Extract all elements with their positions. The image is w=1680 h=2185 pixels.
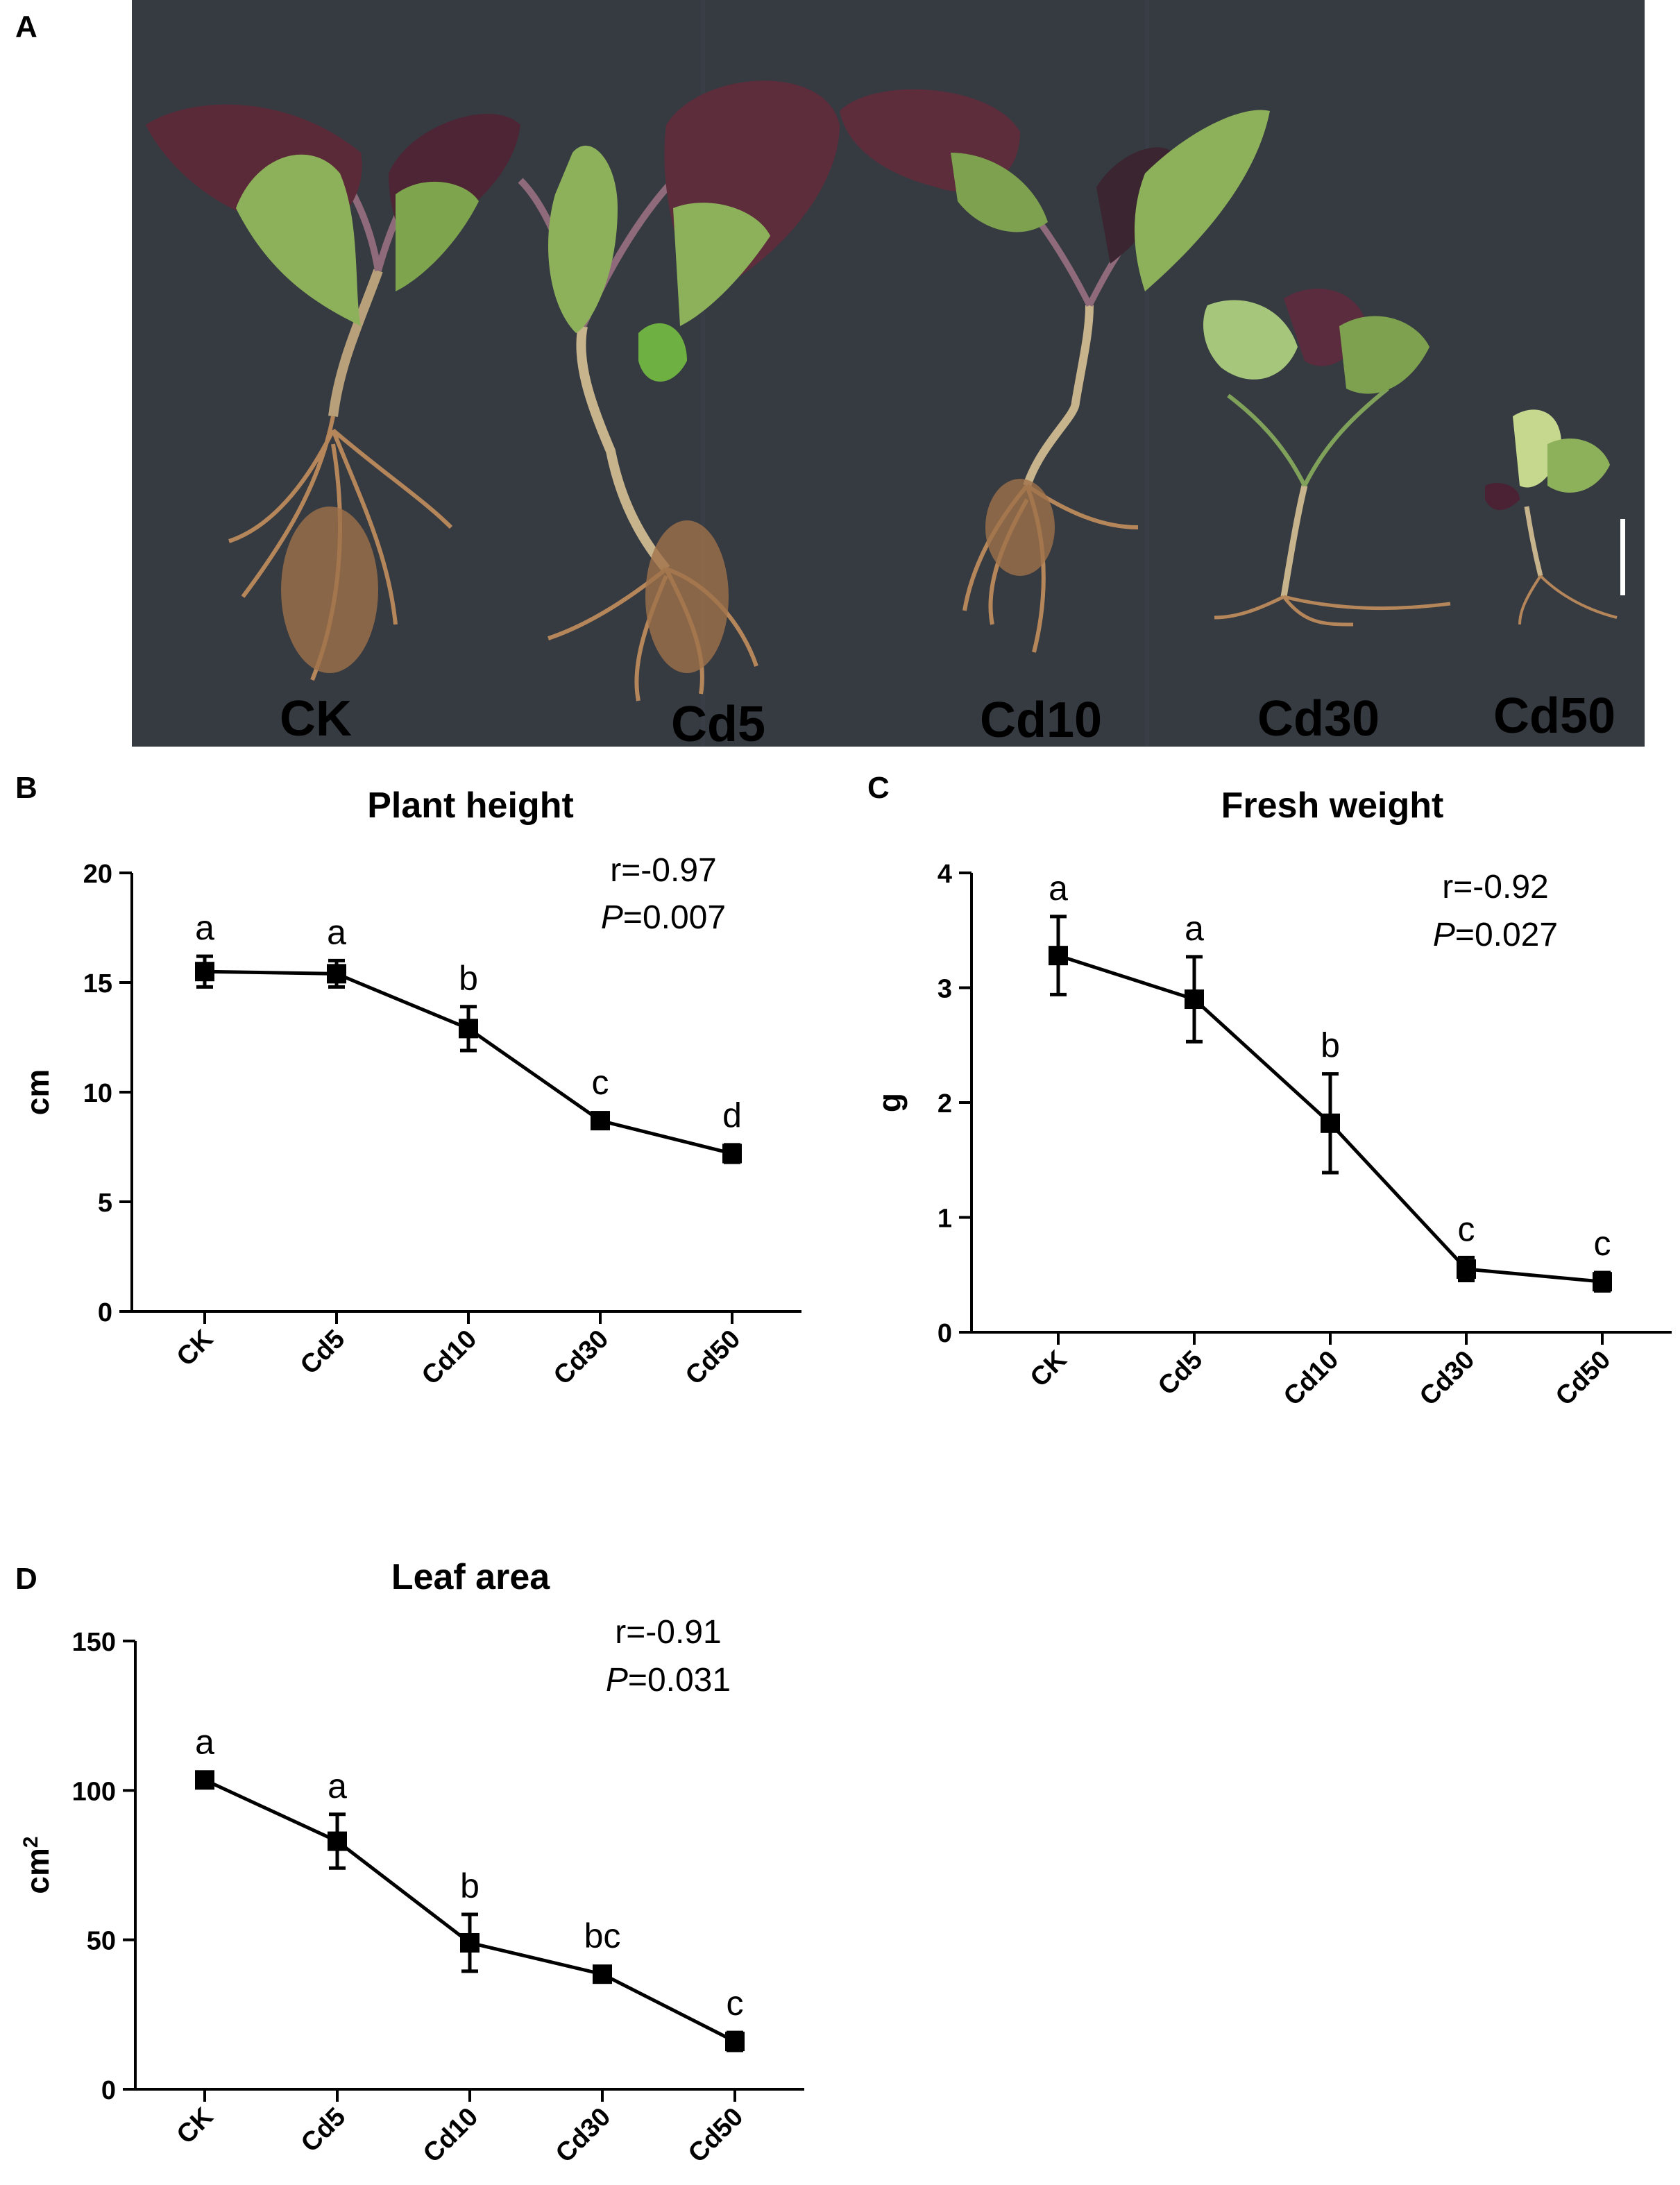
chart-b-data-point [591,1111,610,1131]
chart-b-p-value: P=0.007 [601,899,726,936]
chart-b-significance-letter: a [195,908,214,947]
chart-d-significance-letter: bc [584,1916,621,1955]
chart-b-significance-letter: b [459,959,478,998]
plant-label-cd10: Cd10 [980,692,1102,747]
chart-d-series-line [203,1778,736,2043]
chart-c-y-axis-label: g [872,1093,908,1112]
chart-b-significance-letter: c [592,1063,609,1102]
chart-b-y-tick-label: 20 [83,860,112,889]
plant-photo: CK Cd5 Cd10 Cd30 Cd50 [132,0,1645,747]
chart-c-data-point [1049,946,1068,966]
scale-bar [1620,519,1625,595]
chart-d-data-point [725,2032,745,2052]
chart-d-significance-letter: a [195,1722,214,1761]
plant-label-cd50: Cd50 [1493,688,1615,744]
chart-c-data-point [1457,1259,1476,1279]
chart-c-significance-letter: c [1458,1209,1475,1248]
chart-d-x-tick-label: CK [171,2102,219,2150]
chart-b-significance-letter: d [722,1096,742,1134]
chart-c-series-line [1058,953,1603,1284]
chart-d-x-tick-label: Cd10 [418,2102,484,2168]
chart-d-x-tick-label: Cd30 [550,2102,616,2168]
chart-d-p-value: P=0.031 [606,1662,731,1699]
chart-c-r-value: r=-0.92 [1442,869,1548,906]
chart-b-x-tick-label: Cd50 [680,1325,746,1391]
chart-b-data-point [195,962,214,982]
plant-label-cd5: Cd5 [671,697,765,747]
chart-c-title: Fresh weight [1221,785,1444,826]
chart-b-title: Plant height [367,785,574,826]
chart-b-y-tick-label: 0 [98,1298,112,1327]
chart-d-significance-letter: c [727,1984,744,2023]
chart-d-y-axis-label: cm2 [19,1836,56,1894]
chart-b-y-tick-label: 10 [83,1079,112,1108]
chart-d-x-tick-label: Cd50 [683,2102,749,2168]
chart-c-x-tick-label: Cd5 [1153,1345,1208,1401]
chart-c-significance-letter: a [1185,909,1204,948]
chart-c-x-tick-label: CK [1025,1345,1073,1393]
chart-b-y-axis-label: cm [19,1069,56,1115]
chart-c-y-tick-label: 3 [937,975,952,1004]
chart-c-y-tick-label: 0 [937,1319,952,1348]
chart-b-significance-letter: a [327,912,346,951]
chart-b-y-tick-label: 5 [98,1189,112,1218]
chart-d-data-point [195,1770,214,1790]
chart-d-y-tick-label: 150 [72,1628,116,1657]
chart-c-significance-letter: a [1049,869,1068,908]
chart-d-significance-letter: b [460,1867,480,1905]
chart-d-data-point [328,1831,347,1851]
chart-c-y-tick-label: 4 [937,860,952,889]
plant-ck [146,104,520,681]
chart-c-significance-letter: c [1594,1224,1611,1263]
chart-b-y-tick-label: 15 [83,969,112,998]
chart-c-panel-letter: C [867,771,890,805]
chart-d-r-value: r=-0.91 [615,1614,721,1651]
chart-b-data-point [459,1019,478,1039]
chart-c-x-tick-label: Cd50 [1550,1345,1616,1411]
chart-b-r-value: r=-0.97 [610,852,716,889]
plant-label-ck: CK [280,691,352,747]
plant-cd30 [1203,288,1451,627]
chart-c-data-point [1321,1113,1340,1133]
chart-b-x-tick-label: Cd10 [416,1325,482,1391]
plant-cd5 [518,80,840,702]
chart-c-p-value: P=0.027 [1433,917,1558,953]
chart-c-y-tick-label: 1 [937,1205,952,1234]
chart-c-data-point [1593,1272,1612,1292]
chart-b-panel-letter: B [15,771,37,805]
chart-b-data-point [722,1143,742,1164]
chart-d-data-point [460,1932,480,1953]
chart-d-x-tick-label: Cd5 [296,2102,351,2158]
plant-cd50 [1485,409,1618,625]
chart-c-data-point [1185,989,1204,1010]
chart-d-panel-letter: D [15,1562,37,1596]
chart-d-y-tick-label: 50 [87,1927,116,1956]
chart-d-title: Leaf area [391,1557,550,1597]
chart-b-x-tick-label: Cd5 [295,1325,350,1380]
chart-b-data-point [327,964,346,984]
plant-cd10 [840,89,1270,653]
chart-b-series-line [204,969,733,1155]
chart-d-significance-letter: a [328,1767,347,1805]
chart-d-data-point [593,1964,612,1984]
chart-c-x-tick-label: Cd10 [1278,1345,1344,1411]
chart-c-significance-letter: b [1321,1026,1340,1065]
chart-b-x-tick-label: Cd30 [548,1325,614,1391]
chart-d-y-tick-label: 0 [101,2076,116,2105]
plant-label-cd30: Cd30 [1257,691,1380,747]
chart-c-y-tick-label: 2 [937,1089,952,1119]
panel-letter-a: A [15,10,37,44]
chart-c-x-tick-label: Cd30 [1414,1345,1480,1411]
chart-b-x-tick-label: CK [171,1324,219,1372]
chart-d-y-tick-label: 100 [72,1777,116,1806]
